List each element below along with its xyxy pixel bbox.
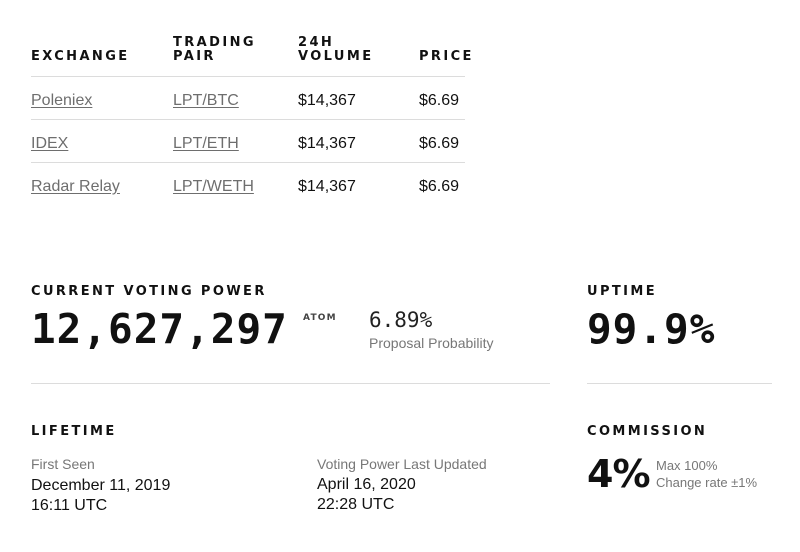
pair-link[interactable]: LPT/ETH [173,135,239,152]
voting-power-value: 12,627,297 [31,305,288,353]
header-price: PRICE [419,49,474,64]
volume-value: $14,367 [298,135,356,152]
lifetime-label: LIFETIME [31,424,117,439]
exchange-link[interactable]: Radar Relay [31,178,120,195]
voting-power-unit: ATOM [303,313,337,323]
pair-link[interactable]: LPT/BTC [173,92,239,109]
header-exchange: EXCHANGE [31,49,130,64]
exchange-link[interactable]: IDEX [31,135,69,152]
volume-value: $14,367 [298,178,356,195]
proposal-probability-value: 6.89% [369,308,433,332]
first-seen-date: December 11, 2019 [31,477,171,494]
divider [587,383,772,384]
last-updated-label: Voting Power Last Updated [317,456,487,472]
exchange-table: EXCHANGE TRADING PAIR 24H VOLUME PRICE P… [31,35,471,205]
table-row: Poleniex LPT/BTC $14,367 $6.69 [31,77,465,120]
price-value: $6.69 [419,135,460,152]
last-updated-date: April 16, 2020 [317,476,416,493]
header-24h-volume: 24H VOLUME [298,35,374,64]
table-row: Radar Relay LPT/WETH $14,367 $6.69 [31,163,465,205]
exchange-link[interactable]: Poleniex [31,92,93,109]
voting-power-label: CURRENT VOTING POWER [31,284,267,299]
proposal-probability-label: Proposal Probability [369,335,494,351]
price-value: $6.69 [419,178,460,195]
price-value: $6.69 [419,92,460,109]
first-seen-time: 16:11 UTC [31,497,108,514]
last-updated-time: 22:28 UTC [317,496,395,513]
uptime-label: UPTIME [587,284,658,299]
table-header: EXCHANGE TRADING PAIR 24H VOLUME PRICE [31,35,471,77]
table-row: IDEX LPT/ETH $14,367 $6.69 [31,120,465,163]
commission-label: COMMISSION [587,424,708,439]
volume-value: $14,367 [298,92,356,109]
divider [31,383,550,384]
uptime-value: 99.9% [587,305,716,353]
pair-link[interactable]: LPT/WETH [173,178,254,195]
first-seen-label: First Seen [31,456,95,472]
header-trading-pair: TRADING PAIR [173,35,256,64]
commission-change-rate: Change rate ±1% [656,475,758,490]
commission-max: Max 100% [656,458,718,473]
commission-value: 4% [587,452,651,496]
